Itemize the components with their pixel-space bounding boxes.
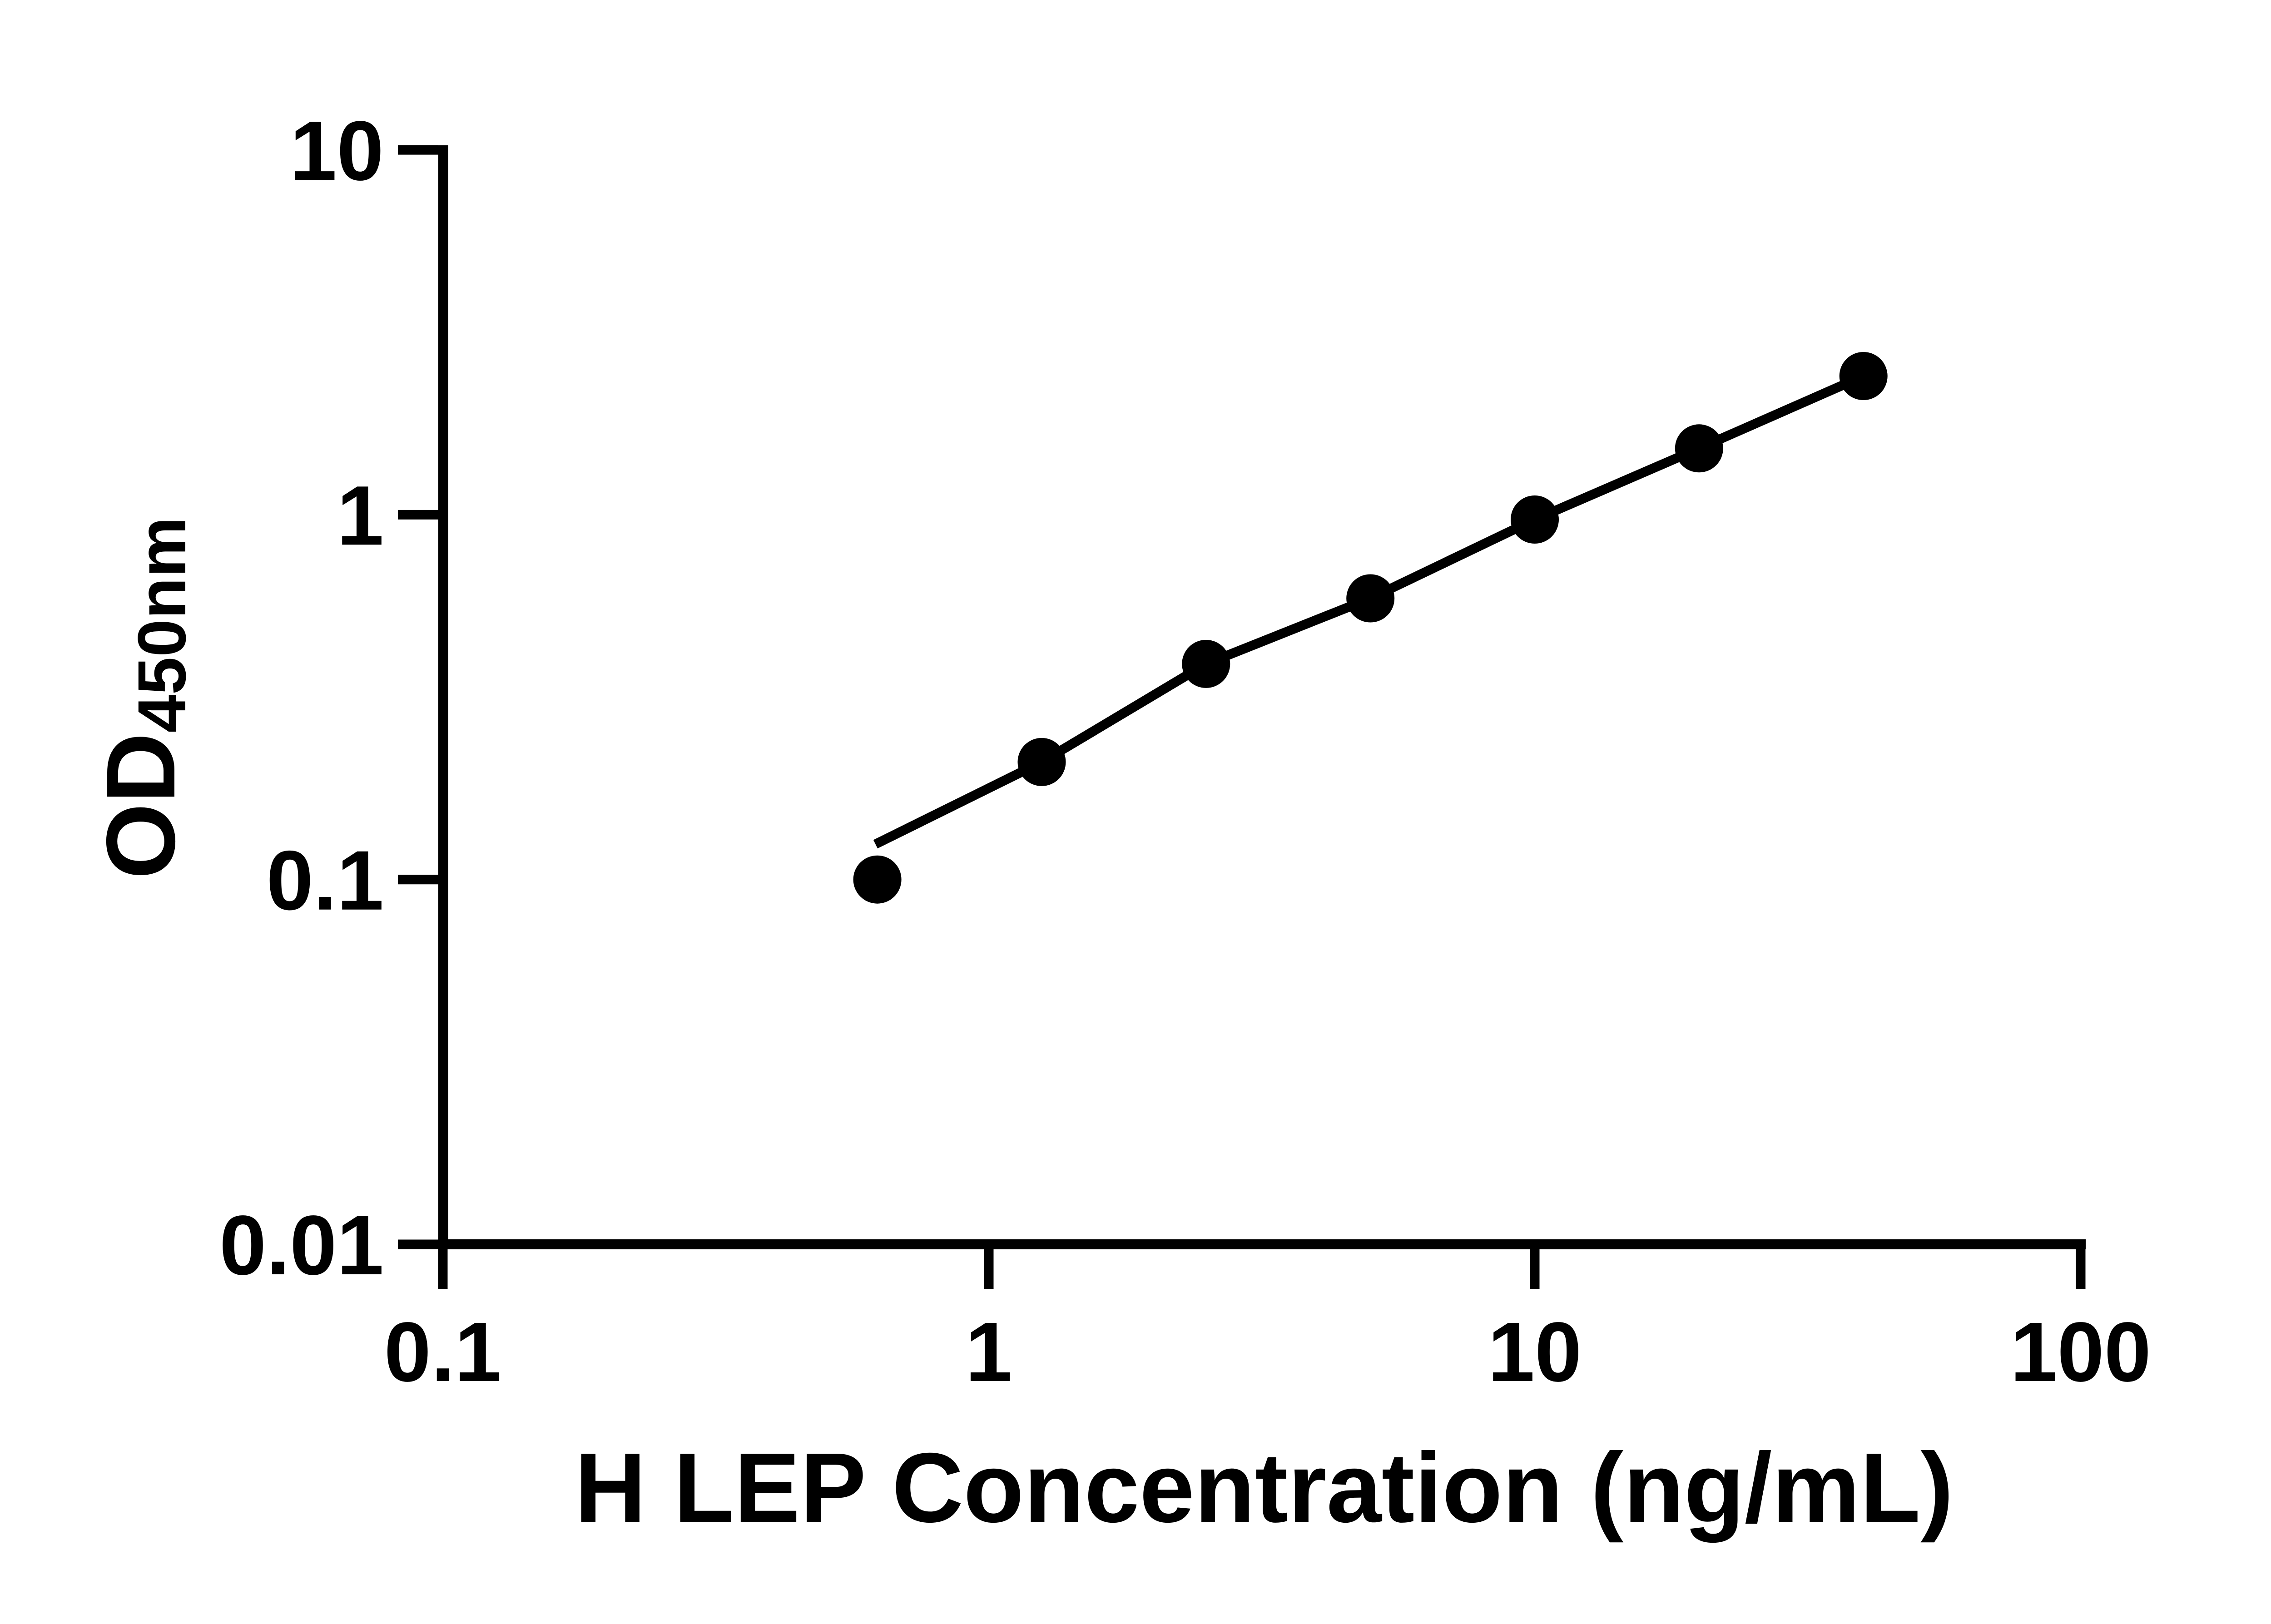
- y-axis-title-main: OD: [86, 733, 195, 879]
- axis-ticks: [398, 145, 2086, 1289]
- y-tick-label: 10: [290, 104, 384, 198]
- data-point: [1839, 352, 1888, 400]
- data-point: [1511, 495, 1559, 544]
- x-tick-label: 10: [1488, 1305, 1582, 1399]
- y-axis-title: OD450nm: [86, 517, 200, 879]
- data-point: [1017, 738, 1066, 786]
- x-tick-label: 100: [2010, 1305, 2151, 1399]
- axes: [438, 145, 2086, 1249]
- y-tick-label: 0.01: [219, 1198, 384, 1292]
- data-point: [1182, 639, 1230, 688]
- x-tick-label: 0.1: [384, 1305, 502, 1399]
- data-points-group: [853, 352, 1888, 904]
- x-tick-label: 1: [965, 1305, 1012, 1399]
- x-axis-title: H LEP Concentration (ng/mL): [575, 1433, 1954, 1543]
- y-tick-label: 0.1: [266, 834, 384, 928]
- y-tick-label: 1: [337, 469, 384, 563]
- data-point: [1675, 424, 1723, 473]
- data-point: [853, 855, 902, 904]
- y-axis-title-subscript: 450nm: [124, 517, 200, 733]
- data-point: [1346, 574, 1395, 623]
